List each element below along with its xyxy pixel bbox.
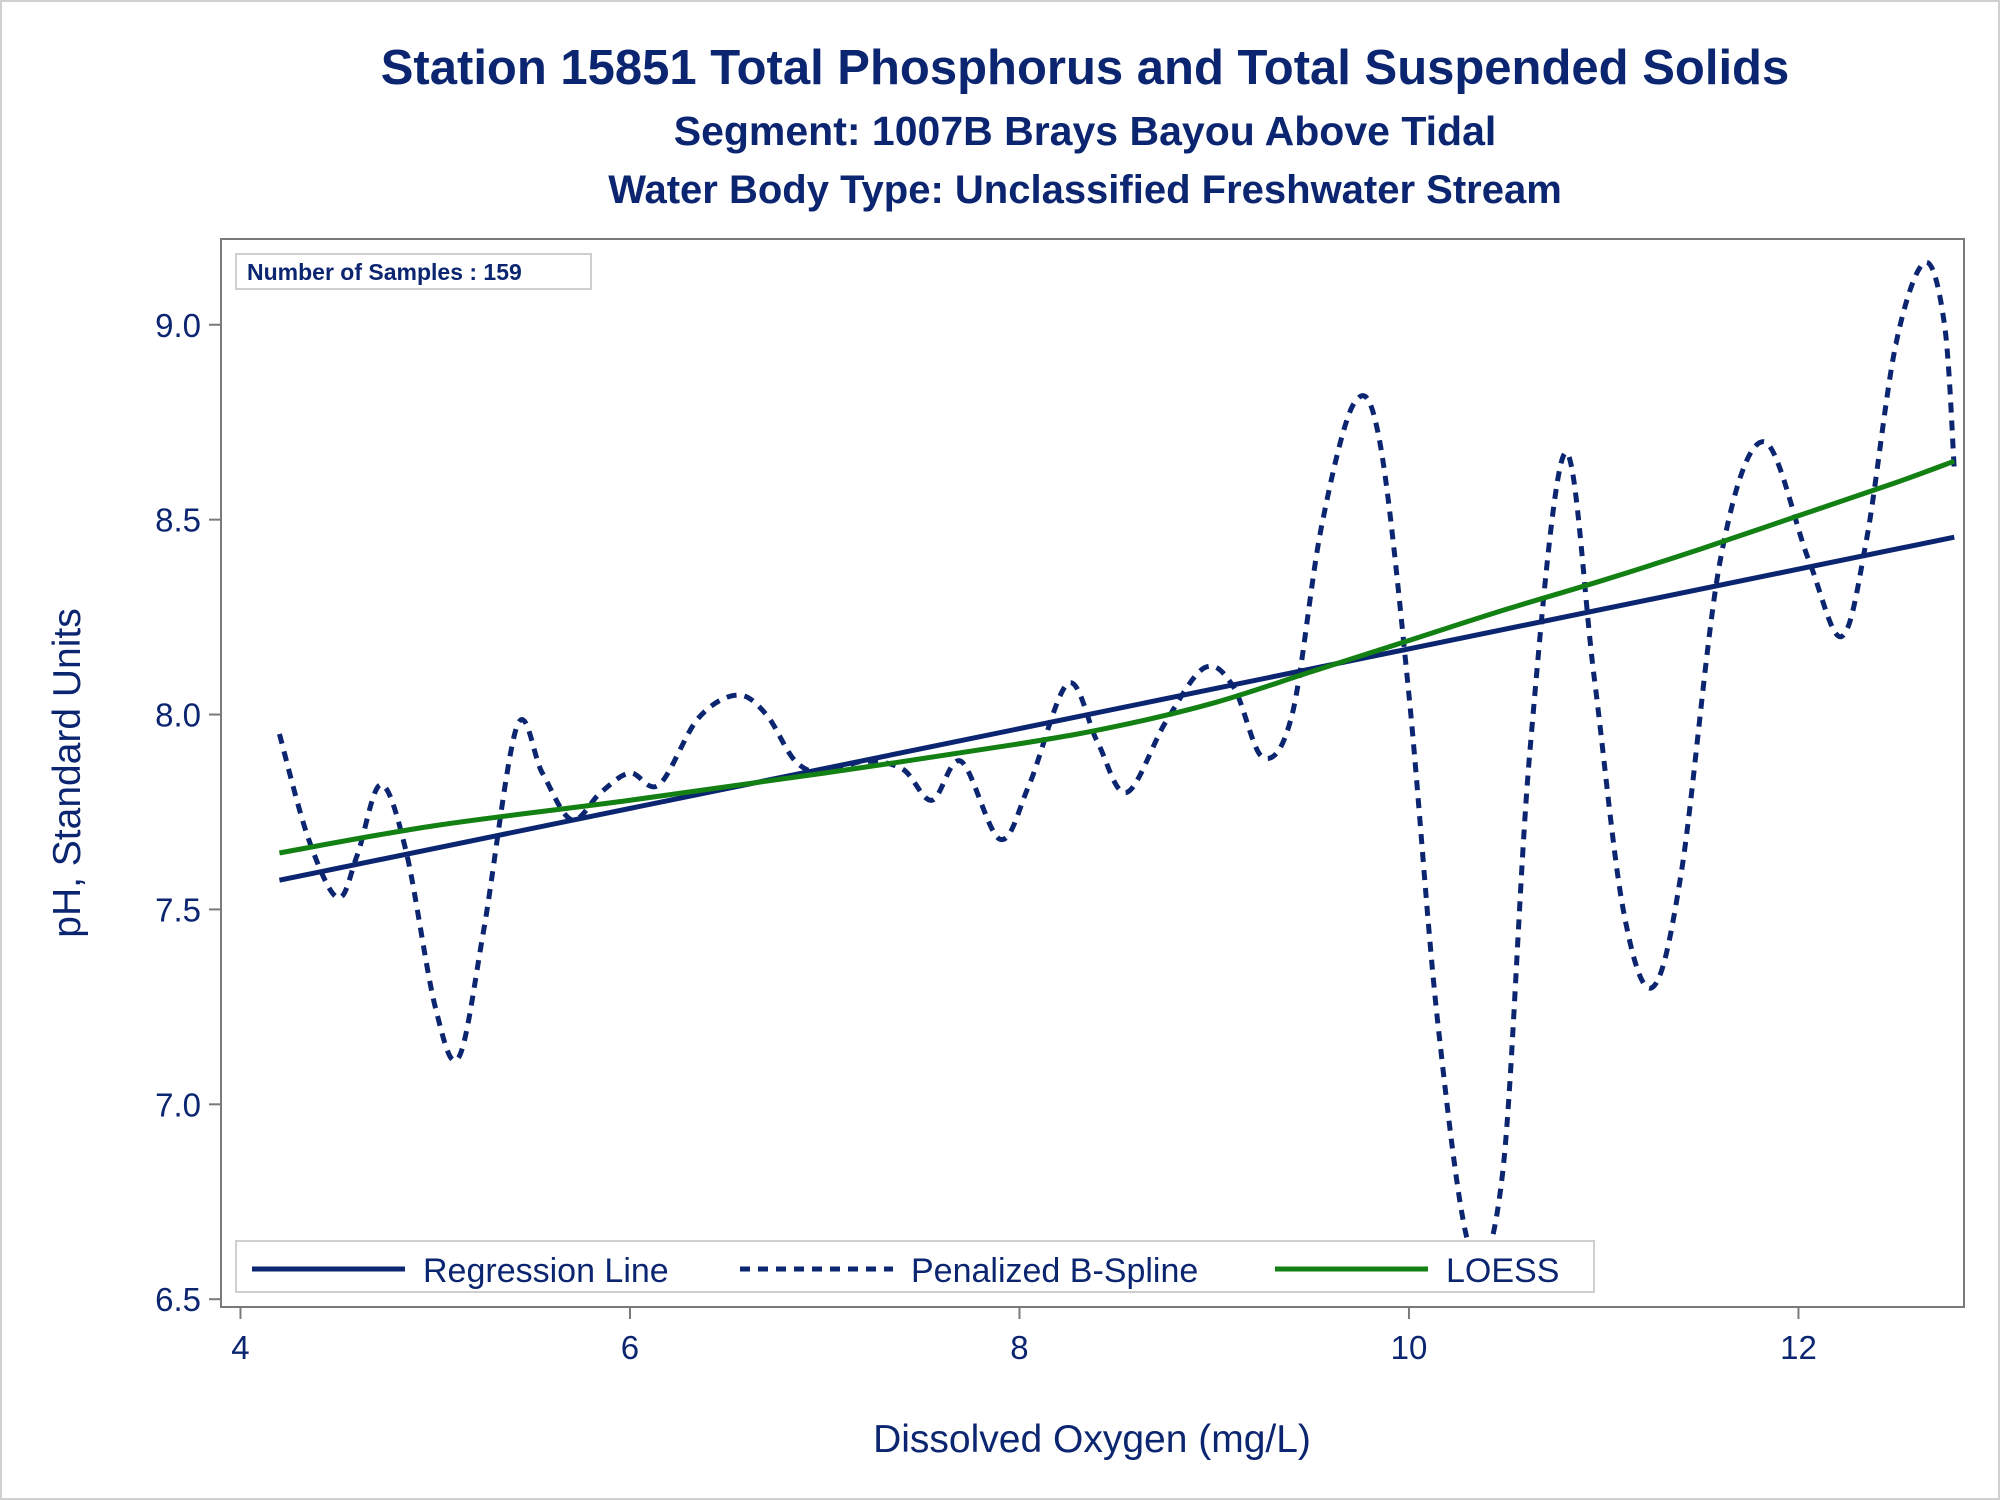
x-tick-label: 12 <box>1780 1329 1817 1366</box>
axes: 4 6 8 10 12 6.5 7.0 7.5 8.0 8.5 9.0 <box>155 307 1817 1366</box>
legend-label-spline: Penalized B-Spline <box>911 1252 1198 1290</box>
x-tick-label: 6 <box>621 1329 639 1366</box>
y-tick-label: 8.0 <box>155 697 201 734</box>
legend-label-regression: Regression Line <box>423 1252 669 1290</box>
x-tick-label: 10 <box>1391 1329 1428 1366</box>
x-tick-label: 8 <box>1010 1329 1028 1366</box>
y-tick-label: 7.5 <box>155 891 201 928</box>
y-tick-label: 9.0 <box>155 307 201 344</box>
plot-area-border <box>220 238 1965 1308</box>
legend-label-loess: LOESS <box>1446 1252 1559 1290</box>
y-tick-label: 7.0 <box>155 1086 201 1123</box>
x-tick-label: 4 <box>231 1329 249 1366</box>
legend: Regression Line Penalized B-Spline LOESS <box>235 1240 1595 1293</box>
x-axis-label: Dissolved Oxygen (mg/L) <box>873 1418 1311 1461</box>
series-loess <box>278 458 1956 856</box>
series-penalized-bspline <box>277 259 1957 1265</box>
sample-count-label: Number of Samples : 159 <box>247 259 522 285</box>
chart-title: Station 15851 Total Phosphorus and Total… <box>380 41 1790 95</box>
chart-subtitle-waterbody: Water Body Type: Unclassified Freshwater… <box>608 168 1562 212</box>
sample-count-box: Number of Samples : 159 <box>235 253 592 290</box>
y-tick-label: 6.5 <box>155 1281 201 1318</box>
chart-subtitle-segment: Segment: 1007B Brays Bayou Above Tidal <box>673 108 1497 154</box>
series-layer <box>277 259 1957 1265</box>
series-regression-line <box>278 534 1955 883</box>
sample-count-border <box>235 253 592 290</box>
y-tick-label: 8.5 <box>155 502 201 539</box>
y-axis-label: pH, Standard Units <box>46 608 89 938</box>
